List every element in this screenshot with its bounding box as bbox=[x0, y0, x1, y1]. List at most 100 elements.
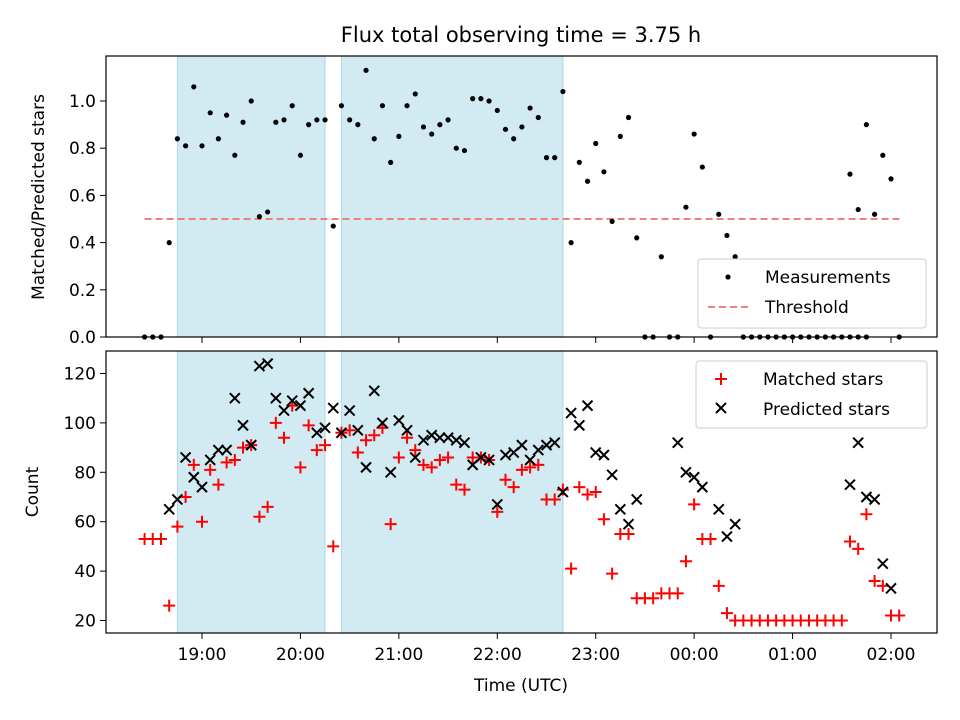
matched-point bbox=[237, 441, 250, 454]
bottom-panel: 20 40 60 80 100 120 19:00 20:00 21:00 22:00 23:00… bbox=[23, 350, 938, 696]
predicted-point bbox=[237, 419, 249, 432]
matched-point bbox=[187, 458, 200, 471]
matched-point bbox=[606, 567, 619, 580]
predicted-point bbox=[516, 439, 528, 451]
matched-point bbox=[671, 587, 684, 600]
matched-point bbox=[679, 555, 692, 568]
predicted-point bbox=[540, 439, 553, 451]
top-y-ticks: 0.0 0.2 0.4 0.6 0.8 1.0 bbox=[69, 92, 106, 348]
y-tick-label: 20 bbox=[74, 612, 96, 632]
chart-title: Flux total observing time = 3.75 h bbox=[341, 23, 701, 47]
measurement-point bbox=[502, 126, 509, 132]
measurement-point bbox=[724, 232, 730, 239]
predicted-point bbox=[868, 493, 881, 506]
matched-point bbox=[228, 453, 241, 466]
legend-threshold-label: Threshold bbox=[764, 298, 849, 318]
measurement-point bbox=[461, 147, 468, 154]
matched-point bbox=[868, 574, 881, 587]
measurement-point bbox=[511, 136, 517, 142]
predicted-point bbox=[384, 466, 397, 479]
shaded-interval bbox=[340, 55, 564, 338]
x-tick-label: 02:00 bbox=[867, 645, 916, 665]
predicted-point bbox=[319, 422, 331, 434]
matched-point bbox=[302, 419, 315, 432]
matched-point bbox=[556, 483, 569, 496]
predicted-point bbox=[450, 434, 462, 446]
top-panel: 0.0 0.2 0.4 0.6 0.8 1.0 Matched/Predicted sta… bbox=[29, 55, 938, 348]
top-legend: Measurements Threshold bbox=[697, 258, 927, 329]
measurement-point bbox=[658, 254, 664, 260]
measurement-point bbox=[691, 131, 697, 137]
bottom-x-ticks: 19:00 20:00 21:00 22:00 23:00 00:00 01:00 02:00 bbox=[178, 633, 916, 665]
predicted-point bbox=[286, 394, 298, 407]
measurement-point bbox=[470, 96, 476, 102]
matched-point bbox=[319, 439, 332, 452]
predicted-point bbox=[499, 449, 512, 461]
predicted-point bbox=[557, 486, 569, 498]
predicted-point bbox=[425, 429, 438, 441]
top-x-ticks bbox=[201, 337, 892, 343]
matched-point bbox=[212, 478, 225, 491]
y-tick-label: 100 bbox=[64, 414, 96, 434]
measurement-point bbox=[847, 171, 853, 177]
y-tick-label: 0.8 bbox=[69, 139, 96, 159]
predicted-point bbox=[598, 449, 610, 461]
measurement-point bbox=[871, 211, 878, 217]
matched-point bbox=[450, 478, 463, 491]
measurement-point bbox=[338, 103, 345, 109]
matched-point bbox=[220, 456, 233, 469]
predicted-point bbox=[261, 357, 274, 370]
matched-point bbox=[360, 434, 373, 447]
predicted-point bbox=[393, 414, 405, 427]
matched-point bbox=[409, 444, 422, 457]
measurement-point bbox=[863, 122, 869, 128]
x-axis-label: Time (UTC) bbox=[473, 676, 568, 696]
legend-measurements-label: Measurements bbox=[765, 268, 891, 288]
measurement-point bbox=[584, 178, 591, 184]
matched-point bbox=[253, 510, 266, 523]
matched-point bbox=[458, 483, 471, 496]
matched-point bbox=[401, 431, 414, 444]
matched-point bbox=[433, 453, 446, 466]
predicted-point bbox=[860, 491, 873, 503]
matched-point bbox=[171, 520, 184, 533]
bottom-plot-marks bbox=[138, 357, 906, 627]
predicted-point bbox=[253, 360, 266, 372]
predicted-point bbox=[614, 503, 627, 516]
predicted-point bbox=[434, 432, 446, 444]
matched-point bbox=[327, 540, 340, 553]
legend-matched-label: Matched stars bbox=[763, 370, 883, 390]
predicted-point bbox=[573, 419, 586, 432]
y-tick-label: 0.2 bbox=[69, 281, 96, 301]
matched-point bbox=[261, 500, 274, 513]
matched-point bbox=[343, 424, 356, 437]
predicted-point bbox=[721, 530, 733, 543]
predicted-point bbox=[532, 444, 545, 456]
legend-predicted-marker bbox=[715, 402, 727, 414]
measurement-point bbox=[453, 145, 459, 151]
measurement-point bbox=[281, 117, 287, 123]
predicted-point bbox=[270, 392, 282, 404]
predicted-point bbox=[188, 471, 200, 483]
x-tick-label: 22:00 bbox=[473, 645, 522, 665]
predicted-point bbox=[376, 417, 389, 429]
predicted-point bbox=[877, 557, 889, 570]
predicted-point bbox=[672, 436, 684, 449]
x-tick-label: 01:00 bbox=[768, 645, 817, 665]
predicted-point bbox=[179, 451, 192, 464]
matched-point bbox=[843, 535, 856, 548]
predicted-point bbox=[475, 451, 487, 464]
measurement-point bbox=[699, 164, 705, 170]
predicted-point bbox=[885, 582, 897, 595]
predicted-point bbox=[229, 392, 241, 404]
bottom-shaded-intervals bbox=[176, 350, 564, 634]
measurement-point bbox=[560, 88, 566, 95]
measurement-point bbox=[880, 152, 886, 158]
x-tick-label: 19:00 bbox=[178, 645, 227, 665]
matched-point bbox=[417, 458, 430, 471]
predicted-point bbox=[417, 434, 430, 446]
measurement-point bbox=[535, 114, 541, 121]
matched-point bbox=[852, 542, 865, 555]
top-legend-box bbox=[697, 258, 927, 329]
measurement-point bbox=[355, 122, 361, 128]
